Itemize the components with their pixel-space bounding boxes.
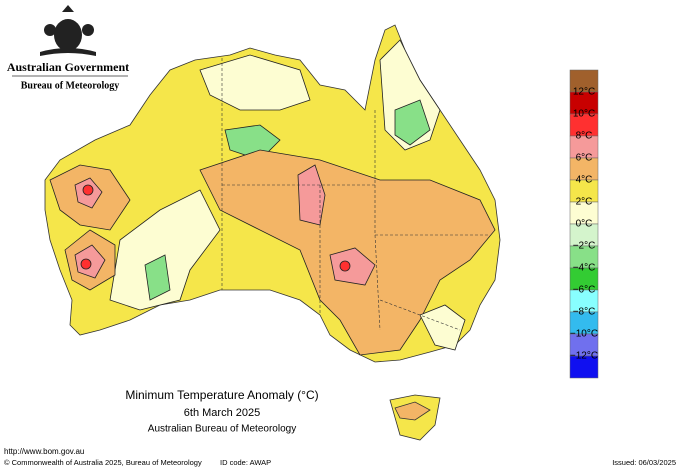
legend-label: 8°C: [576, 131, 593, 142]
url: http://www.bom.gov.au: [4, 447, 84, 456]
legend-label: −2°C: [573, 241, 596, 252]
legend: 12°C 10°C 8°C 6°C 4°C 2°C 0°C −2°C −4°C −6°C −8°C −…: [569, 69, 599, 379]
copyright: © Commonwealth of Australia 2025, Bureau…: [4, 458, 202, 467]
legend-label: 2°C: [576, 197, 593, 208]
legend-swatch: [569, 355, 599, 379]
legend-label: 0°C: [576, 219, 593, 230]
agency: Australian Government: [7, 60, 129, 74]
state-borders: [221, 58, 490, 331]
map-date: 6th March 2025: [184, 407, 260, 419]
legend-label: −10°C: [570, 329, 598, 340]
id-code: ID code: AWAP: [220, 458, 271, 467]
bureau: Bureau of Meteorology: [21, 80, 120, 91]
legend-label: 10°C: [573, 109, 595, 120]
legend-label: 12°C: [573, 87, 595, 98]
emblem: [40, 5, 96, 56]
map-source: Australian Bureau of Meteorology: [148, 424, 296, 435]
legend-label: −8°C: [573, 307, 596, 318]
legend-label: −6°C: [573, 285, 596, 296]
legend-label: −4°C: [573, 263, 596, 274]
map-title: Minimum Temperature Anomaly (°C): [125, 388, 318, 402]
legend-label: 4°C: [576, 175, 593, 186]
legend-label: −12°C: [570, 351, 598, 362]
issued: Issued: 06/03/2025: [612, 458, 676, 467]
map: [44, 24, 501, 441]
legend-label: 6°C: [576, 153, 593, 164]
